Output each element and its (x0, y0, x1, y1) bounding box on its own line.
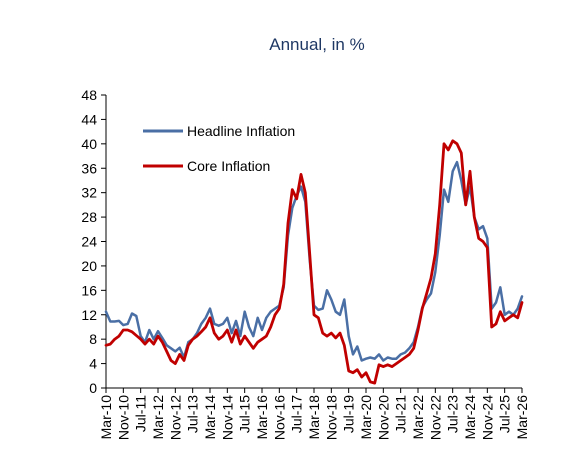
y-tick-label: 36 (81, 160, 97, 176)
x-tick-label: Mar-20 (358, 395, 374, 440)
x-tick-label: Nov-22 (427, 395, 443, 440)
x-tick-label: Mar-14 (202, 395, 218, 440)
x-tick-label: Jul-19 (341, 395, 357, 433)
legend-label-headline-inflation: Headline Inflation (187, 123, 295, 139)
y-tick-label: 40 (81, 136, 97, 152)
legend-label-core-inflation: Core Inflation (187, 158, 270, 174)
x-tick-label: Jul-11 (133, 395, 149, 432)
series-layer (104, 139, 524, 385)
y-tick-label: 20 (81, 258, 97, 274)
x-tick-label: Nov-16 (271, 395, 287, 440)
x-tick-label: Mar-24 (462, 395, 478, 440)
y-tick-label: 12 (81, 307, 97, 323)
y-tick-label: 48 (81, 87, 97, 103)
x-tick-label: Nov-24 (479, 395, 495, 440)
y-tick-label: 24 (81, 234, 97, 250)
core-inflation-line (104, 139, 524, 385)
x-tick-label: Jul-13 (185, 395, 201, 433)
y-tick-label: 4 (89, 356, 97, 372)
y-tick-label: 44 (81, 111, 97, 127)
x-tick-label: Jul-15 (237, 395, 253, 433)
x-tick-label: Mar-22 (410, 395, 426, 440)
y-tick-label: 28 (81, 209, 97, 225)
x-tick-label: Mar-26 (514, 395, 530, 440)
y-tick-label: 32 (81, 185, 97, 201)
x-tick-label: Nov-14 (219, 395, 235, 440)
x-tick-label: Mar-18 (306, 395, 322, 440)
x-tick-label: Jul-25 (497, 395, 513, 433)
y-tick-label: 0 (89, 380, 97, 396)
x-tick-label: Mar-12 (150, 395, 166, 440)
x-tick-label: Nov-18 (323, 395, 339, 440)
x-tick-label: Mar-10 (98, 395, 114, 440)
x-tick-label: Nov-10 (115, 395, 131, 440)
chart-title: Annual, in % (269, 35, 364, 54)
legend: Headline Inflation Core Inflation (143, 123, 295, 174)
x-tick-label: Jul-21 (393, 395, 409, 433)
x-tick-label: Jul-17 (289, 395, 305, 433)
x-tick-label: Mar-16 (254, 395, 270, 440)
y-tick-label: 8 (89, 331, 97, 347)
x-axis: Mar-10 Nov-10 Jul-11 Mar-12 Nov-12 Jul-13 Mar-… (98, 387, 530, 440)
x-tick-label: Jul-23 (445, 395, 461, 433)
headline-inflation-line (104, 160, 524, 362)
x-tick-label: Nov-20 (375, 395, 391, 440)
x-tick-label: Nov-12 (167, 395, 183, 440)
y-tick-label: 16 (81, 282, 97, 298)
